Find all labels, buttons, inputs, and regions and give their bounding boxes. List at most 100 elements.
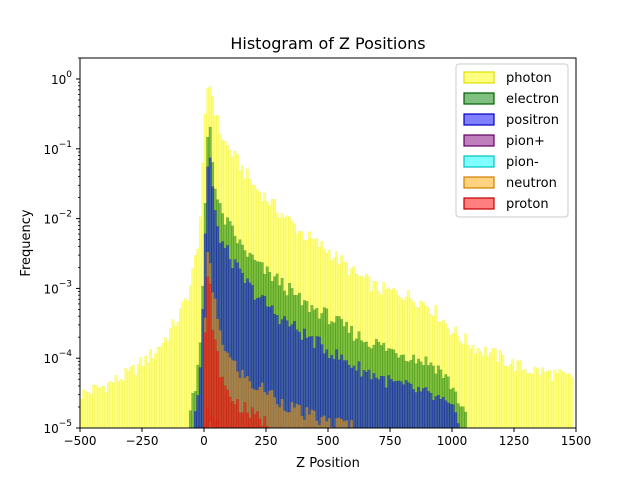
- histogram-bar: [327, 418, 331, 429]
- legend-label: proton: [506, 197, 549, 212]
- histogram-bar: [270, 390, 274, 429]
- x-tick-label: 1000: [437, 434, 468, 448]
- histogram-bar: [555, 373, 559, 429]
- x-tick-label: 500: [317, 434, 340, 448]
- histogram-bar: [320, 344, 324, 429]
- histogram-bar: [124, 367, 128, 429]
- histogram-bar: [82, 389, 86, 429]
- histogram-bar: [201, 309, 205, 429]
- histogram-bar: [233, 404, 237, 429]
- histogram-bar: [99, 386, 103, 429]
- histogram-bar: [322, 415, 326, 429]
- histogram-bar: [298, 405, 301, 429]
- histogram-bar: [493, 348, 497, 429]
- histogram-bar: [305, 407, 309, 429]
- histogram-bar: [444, 400, 448, 429]
- histogram-bar: [317, 336, 321, 429]
- histogram-bar: [129, 366, 133, 429]
- histogram-bar: [278, 407, 282, 429]
- histogram-bar: [327, 358, 331, 429]
- histogram-bar: [268, 390, 272, 429]
- histogram-bar: [414, 392, 418, 429]
- histogram-bar: [516, 360, 520, 429]
- histogram-bar: [402, 384, 406, 429]
- histogram-bar: [372, 373, 376, 429]
- histogram-bar: [196, 395, 200, 429]
- histogram-bar: [459, 406, 463, 429]
- histogram-bar: [315, 420, 319, 429]
- histogram-bar: [412, 389, 416, 429]
- histogram-bar: [280, 398, 284, 429]
- histogram-bar: [427, 391, 430, 429]
- histogram-bar: [456, 423, 460, 429]
- histogram-bar: [248, 417, 252, 429]
- histogram-bar: [300, 339, 304, 429]
- histogram-bar: [315, 336, 319, 429]
- legend-label: neutron: [506, 176, 557, 191]
- histogram-bar: [139, 357, 143, 429]
- legend-label: pion+: [506, 134, 545, 149]
- histogram-bar: [166, 340, 170, 429]
- histogram-bar: [446, 402, 450, 429]
- histogram-bar: [484, 346, 487, 429]
- histogram-bar: [392, 381, 396, 429]
- histogram-bar: [347, 365, 351, 429]
- histogram-bar: [223, 385, 227, 429]
- histogram-bar: [238, 412, 242, 429]
- histogram-bar: [240, 412, 244, 429]
- legend-label: pion-: [506, 155, 539, 170]
- histogram-bar: [449, 403, 453, 429]
- histogram-bar: [474, 353, 478, 429]
- chart-title: Histogram of Z Positions: [230, 34, 425, 53]
- histogram-bar: [181, 301, 185, 429]
- histogram-bar: [367, 369, 371, 429]
- histogram-bar: [377, 379, 381, 429]
- histogram-bar: [454, 412, 458, 429]
- histogram-bar: [97, 387, 101, 429]
- histogram-bar: [538, 375, 542, 429]
- histogram-bar: [439, 399, 443, 429]
- histogram-bar: [345, 420, 349, 429]
- histogram-bar: [350, 367, 354, 429]
- histogram-bar: [369, 379, 373, 429]
- histogram-bar: [506, 366, 510, 429]
- histogram-bar: [300, 415, 304, 429]
- legend-swatch: [463, 113, 495, 126]
- histogram-bar: [231, 401, 234, 429]
- x-axis-ticks: −500 −250 0 250 500 750 1000 1250 1500: [64, 428, 592, 448]
- histogram-bar: [156, 346, 160, 429]
- histogram-bar: [362, 370, 366, 429]
- histogram-bar: [265, 394, 269, 429]
- histogram-bar: [560, 371, 564, 429]
- histogram-bar: [466, 344, 470, 429]
- histogram-bar: [149, 349, 153, 429]
- x-tick-label: 250: [255, 434, 278, 448]
- legend-swatch: [463, 176, 495, 189]
- histogram-bar: [374, 377, 378, 429]
- histogram-bar: [285, 412, 289, 429]
- histogram-bar: [188, 410, 192, 429]
- histogram-bar: [216, 351, 220, 429]
- histogram-bar: [498, 350, 502, 429]
- histogram-bar: [159, 346, 163, 429]
- histogram-bar: [558, 368, 562, 429]
- histogram-bar: [164, 337, 168, 429]
- x-tick-label: 1250: [499, 434, 530, 448]
- y-axis-ticks: 10−5 10−4 10−3 10−2 10−1 100: [43, 57, 80, 436]
- y-tick-label: 10−3: [43, 279, 72, 296]
- histogram-bar: [161, 343, 165, 429]
- histogram-bar: [218, 377, 222, 429]
- histogram-bar: [451, 404, 455, 429]
- legend: photon electron positron pion+ pion-neutron p…: [455, 63, 569, 218]
- y-tick-label: 10−2: [43, 210, 72, 227]
- x-tick-label: 1500: [561, 434, 592, 448]
- histogram-bar: [332, 359, 336, 429]
- histogram-bar: [340, 354, 344, 429]
- histogram-bar: [275, 404, 279, 429]
- histogram-bar: [409, 383, 413, 429]
- histogram-bar: [293, 407, 296, 429]
- histogram-bar: [221, 376, 225, 429]
- histogram-bar: [250, 407, 254, 429]
- histogram-bar: [255, 411, 259, 429]
